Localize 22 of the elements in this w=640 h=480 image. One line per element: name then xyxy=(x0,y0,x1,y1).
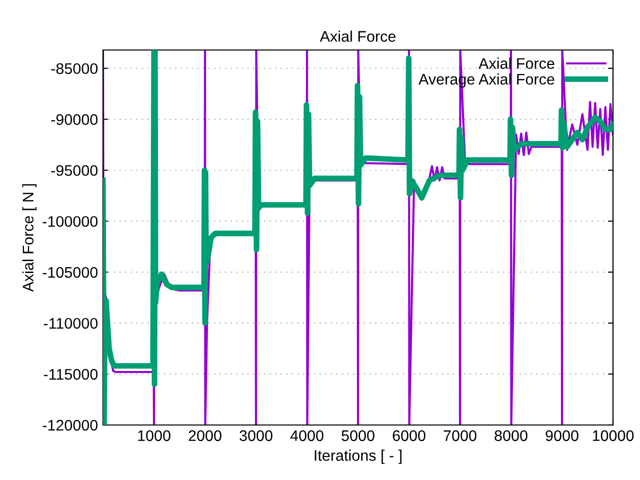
y-axis-title: Axial Force [ N ] xyxy=(22,184,37,292)
x-tick-label: 7000 xyxy=(444,430,476,442)
y-tick-label: -120000 xyxy=(42,420,98,431)
x-tick-label: 9000 xyxy=(546,430,578,442)
y-tick-label: -90000 xyxy=(51,114,98,125)
x-tick-label: 3000 xyxy=(240,430,272,442)
x-tick-label: 6000 xyxy=(392,430,426,442)
chart-title: Axial Force xyxy=(320,30,396,42)
x-tick-label: 10000 xyxy=(592,430,634,442)
y-tick-label: -110000 xyxy=(44,318,98,329)
x-axis-title: Iterations [ - ] xyxy=(314,450,402,464)
line-series xyxy=(103,50,613,425)
y-tick-label: -105000 xyxy=(42,267,98,278)
y-tick-label: -95000 xyxy=(51,165,98,176)
x-tick-label: 5000 xyxy=(342,430,374,442)
x-tick-label: 1000 xyxy=(138,430,170,442)
y-tick-label: -100000 xyxy=(42,216,98,227)
y-tick-label: -115000 xyxy=(44,368,98,380)
x-tick-label: 4000 xyxy=(290,430,324,442)
y-tick-label: -85000 xyxy=(51,63,98,74)
x-tick-label: 2000 xyxy=(188,430,222,442)
x-tick-label: 8000 xyxy=(494,430,528,442)
